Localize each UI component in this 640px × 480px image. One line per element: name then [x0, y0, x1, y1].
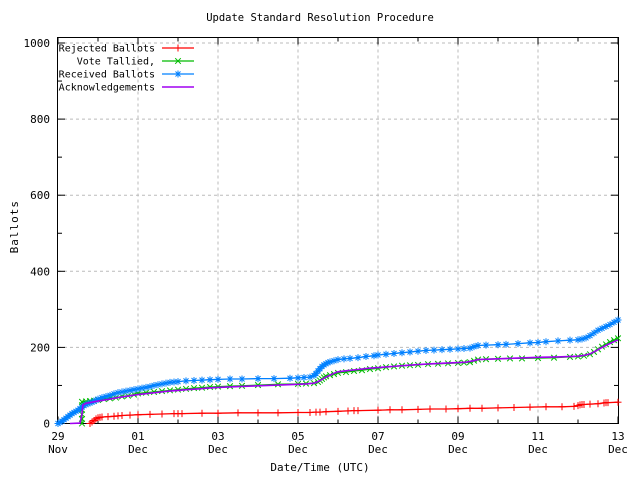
x-tick-label-day: 03: [211, 430, 224, 443]
legend-item-received-ballots: Received Ballots: [59, 70, 194, 81]
legend-item-acknowledgements: Acknowledgements: [59, 83, 194, 94]
x-tick-label-day: 11: [531, 430, 544, 443]
legend-label: Acknowledgements: [59, 83, 155, 94]
x-tick-label-month: Dec: [608, 443, 628, 456]
y-tick-label: 200: [30, 341, 50, 354]
y-tick-labels: 0 200 400 600 800 1000: [24, 37, 51, 431]
series-acknowledgements: [69, 339, 619, 425]
y-tick-label: 1000: [24, 37, 51, 50]
y-tick-label: 0: [43, 418, 50, 431]
x-tick-label-month: Dec: [528, 443, 548, 456]
series-vote-tallied: [78, 335, 622, 427]
x-tick-label-day: 29: [51, 430, 64, 443]
x-tick-label-month: Nov: [48, 443, 68, 456]
x-axis-title: Date/Time (UTC): [270, 461, 370, 474]
chart-title: Update Standard Resolution Procedure: [206, 12, 434, 24]
x-tick-label-month: Dec: [208, 443, 228, 456]
plot-frame: [57, 37, 619, 424]
x-tick-label-month: Dec: [368, 443, 388, 456]
legend-item-vote-tallied: Vote Tallied,: [77, 57, 194, 68]
legend-item-rejected-ballots: Rejected Ballots: [59, 44, 194, 55]
y-tick-label: 600: [30, 189, 50, 202]
axis-ticks: [57, 37, 619, 424]
x-tick-label-day: 09: [451, 430, 464, 443]
gridlines: [58, 37, 618, 424]
legend-label: Received Ballots: [59, 70, 155, 81]
x-tick-label-day: 05: [291, 430, 304, 443]
x-tick-label-day: 01: [131, 430, 144, 443]
y-tick-label: 800: [30, 113, 50, 126]
series-rejected-ballots: [86, 398, 622, 427]
x-tick-label-month: Dec: [288, 443, 308, 456]
legend-label: Rejected Ballots: [59, 44, 155, 55]
x-tick-label-month: Dec: [448, 443, 468, 456]
x-tick-label-day: 07: [371, 430, 384, 443]
legend: Rejected Ballots Vote Tallied, Received Ba…: [59, 44, 194, 94]
x-tick-label-day: 13: [611, 430, 624, 443]
legend-label: Vote Tallied,: [77, 57, 155, 68]
y-tick-label: 400: [30, 265, 50, 278]
x-tick-label-month: Dec: [128, 443, 148, 456]
